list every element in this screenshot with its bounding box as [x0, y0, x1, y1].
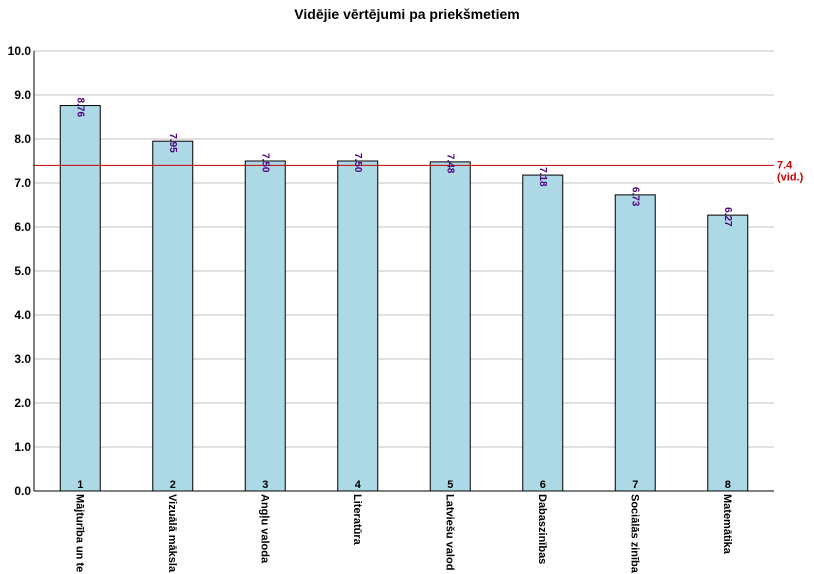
category-label: Vizuālā māksla — [166, 494, 178, 573]
y-tick-label: 5.0 — [14, 264, 31, 278]
bar-value-label: 7.50 — [259, 153, 270, 173]
bar — [244, 160, 286, 492]
chart-title: Vidējie vērtējumi pa priekšmetiem — [294, 6, 519, 22]
bar-index-label: 1 — [77, 479, 83, 491]
bar-value-label: 7.95 — [167, 133, 178, 153]
y-tick-label: 4.0 — [14, 308, 31, 322]
category-label: Sociālās zinība — [628, 494, 640, 574]
category-label: Latviešu valod — [443, 494, 455, 570]
bar-index-label: 3 — [262, 479, 268, 491]
y-tick-label: 3.0 — [14, 352, 31, 366]
y-tick-label: 2.0 — [14, 396, 31, 410]
bar — [707, 214, 749, 492]
bar-value-label: 6.73 — [629, 187, 640, 207]
bar-value-label: 6.27 — [722, 207, 733, 227]
average-caption-label: (vid.) — [777, 171, 804, 183]
axes — [33, 51, 774, 492]
bar-value-label: 8.76 — [74, 98, 85, 118]
bar — [59, 105, 101, 492]
bar-index-label: 6 — [540, 479, 546, 491]
bar-value-label: 7.50 — [352, 153, 363, 173]
average-value-label: 7.4 — [777, 159, 793, 171]
y-tick-label: 1.0 — [14, 440, 31, 454]
bar — [614, 194, 656, 492]
bar-index-label: 2 — [170, 479, 176, 491]
bar-value-label: 7.18 — [537, 167, 548, 187]
bar — [429, 161, 471, 492]
y-tick-label: 7.0 — [14, 176, 31, 190]
bars — [59, 105, 749, 492]
category-label: Mājturība un te — [73, 494, 85, 572]
grid-lines — [34, 50, 774, 448]
category-label: Angļu valoda — [258, 494, 270, 564]
y-tick-label: 6.0 — [14, 220, 31, 234]
bar — [152, 140, 194, 492]
labels: 0.0 1.0 2.0 3.0 4.0 5.0 6.0 7.0 8.0 9.0 10.0 8.76 1 M… — [8, 44, 804, 574]
category-label: Literatūra — [351, 494, 363, 546]
bar-value-label: 7.48 — [444, 154, 455, 174]
bar — [337, 160, 379, 492]
category-label: Dabaszinības — [536, 494, 548, 564]
y-tick-label: 0.0 — [14, 484, 31, 498]
bar-index-label: 4 — [355, 479, 362, 491]
category-label: Matemātika — [721, 494, 733, 555]
y-tick-label: 10.0 — [8, 44, 32, 58]
bar-index-label: 7 — [632, 479, 638, 491]
y-tick-label: 9.0 — [14, 88, 31, 102]
bar-index-label: 5 — [447, 479, 453, 491]
bar — [522, 174, 564, 492]
y-tick-label: 8.0 — [14, 132, 31, 146]
bar-index-label: 8 — [725, 479, 731, 491]
